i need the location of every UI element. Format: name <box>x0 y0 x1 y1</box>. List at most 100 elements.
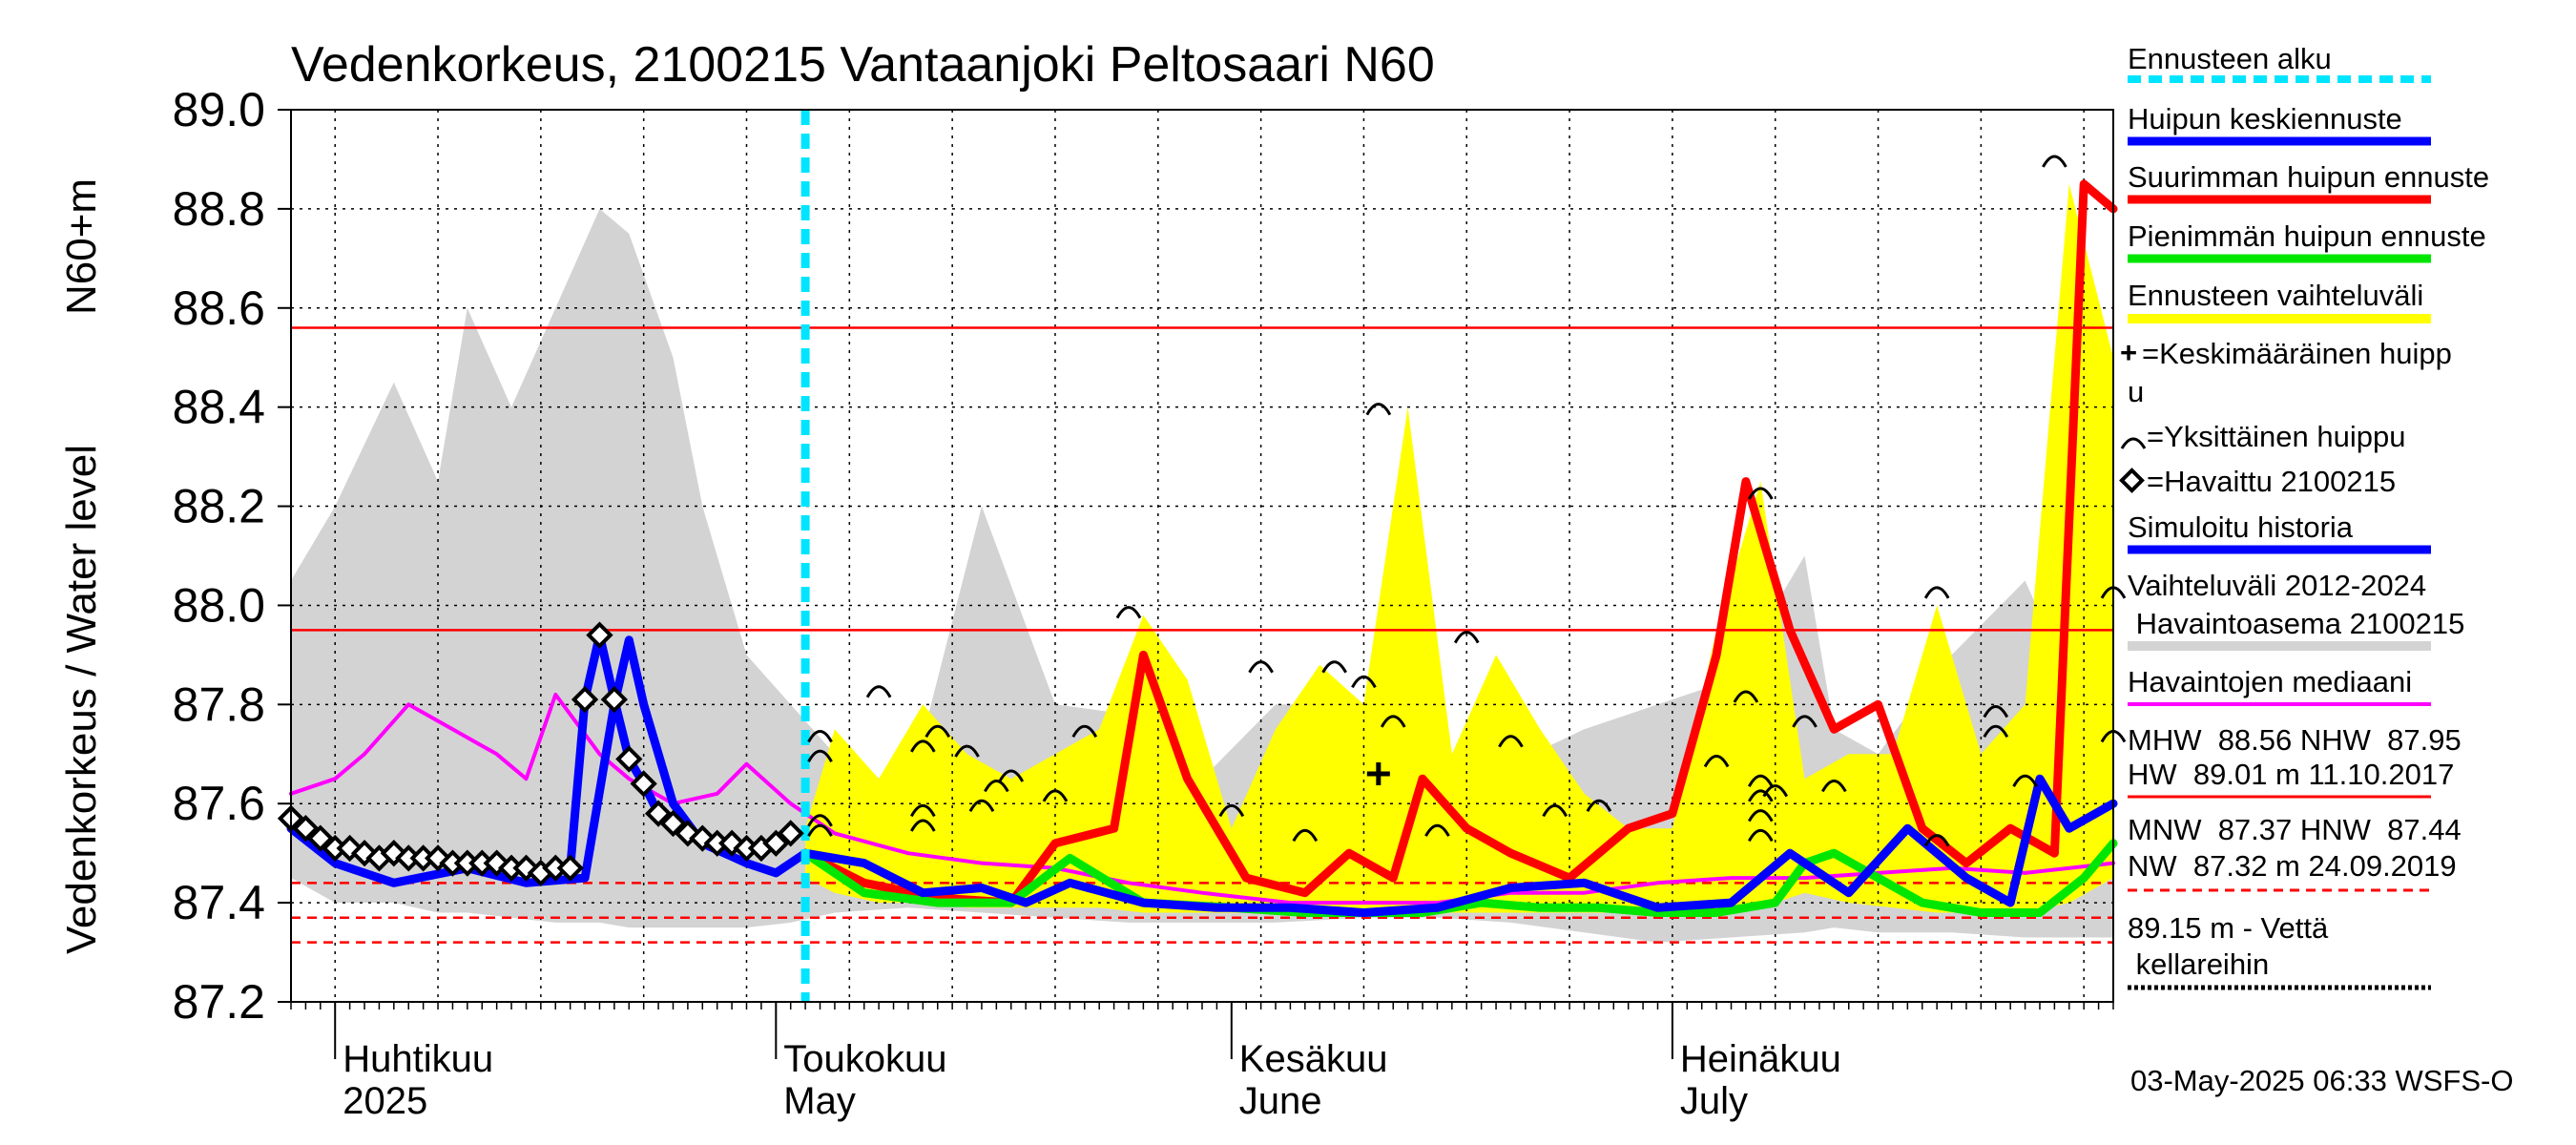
observed-point <box>439 849 467 877</box>
single-peak-marker <box>1351 675 1377 689</box>
y-tick-label: 87.6 <box>173 777 265 830</box>
legend-mean-peak-label: =Keskimääräinen huipp <box>2142 337 2452 370</box>
single-peak-marker <box>910 739 936 753</box>
single-peak-marker <box>968 799 995 812</box>
single-peak-marker <box>1248 660 1274 674</box>
legend: Ennusteen alku Huipun keskiennuste Suuri… <box>2119 42 2489 990</box>
timestamp-footer: 03-May-2025 06:33 WSFS-O <box>2130 1064 2513 1097</box>
x-month-label-en: June <box>1239 1080 1322 1122</box>
single-peak-marker <box>1821 779 1847 793</box>
legend-stats-mnw: MNW 87.37 HNW 87.44 <box>2128 813 2462 846</box>
legend-peak-mean-label: Huipun keskiennuste <box>2128 102 2402 135</box>
chart-title: Vedenkorkeus, 2100215 Vantaanjoki Peltos… <box>291 37 1435 93</box>
y-tick-label: 88.4 <box>173 381 265 434</box>
x-month-label-en: 2025 <box>343 1080 427 1122</box>
y-tick-label: 88.8 <box>173 182 265 236</box>
single-peak-marker <box>807 823 833 837</box>
x-month-label-fi: Toukokuu <box>783 1038 946 1080</box>
single-peak-marker <box>807 749 833 763</box>
y-axis-label: Vedenkorkeus / Water level <box>58 445 105 954</box>
legend-mean-peak-icon: + <box>2120 336 2137 369</box>
legend-observed-icon <box>2119 468 2145 493</box>
historical-range-band <box>291 208 2113 943</box>
single-peak-marker <box>1923 586 1950 599</box>
legend-forecast-start-label: Ennusteen alku <box>2128 42 2332 75</box>
single-peak-marker <box>954 744 980 758</box>
single-peak-marker <box>1762 784 1789 798</box>
single-peak-marker <box>1792 715 1818 728</box>
y-axis-ticks: 87.2 87.4 87.6 87.8 88.0 88.2 88.4 88.6 88.8 89.0 <box>173 83 291 1029</box>
y-tick-label: 89.0 <box>173 83 265 136</box>
observed-point <box>542 854 570 882</box>
x-month-label-fi: Heinäkuu <box>1680 1038 1841 1080</box>
mean-peak-marker <box>1366 762 1390 786</box>
single-peak-marker <box>1365 403 1392 416</box>
legend-stats-nw: NW 87.32 m 24.09.2019 <box>2128 849 2457 883</box>
legend-cellar-label: 89.15 m - Vettä <box>2128 911 2329 945</box>
series-line-median <box>289 692 2115 906</box>
single-peak-marker <box>1748 487 1774 500</box>
single-peak-marker <box>1115 606 1142 619</box>
single-peak-marker <box>984 779 1009 793</box>
y-tick-label: 88.2 <box>173 480 265 533</box>
single-peak-marker <box>1380 715 1406 728</box>
y-tick-label: 87.2 <box>173 975 265 1029</box>
observed-point <box>762 829 790 857</box>
x-month-label-en: July <box>1680 1080 1748 1122</box>
observed-point <box>322 834 349 863</box>
observed-point <box>600 685 628 714</box>
y-tick-label: 87.8 <box>173 677 265 731</box>
single-peak-marker <box>2042 155 2067 168</box>
single-peak-marker <box>924 724 951 739</box>
x-month-label-en: May <box>783 1080 856 1122</box>
legend-stats-mhw: MHW 88.56 NHW 87.95 <box>2128 723 2462 757</box>
x-month-label-fi: Huhtikuu <box>343 1038 493 1080</box>
single-peak-marker <box>1748 774 1774 788</box>
series-line-peak-max <box>800 179 2118 907</box>
legend-cellar-label-cont: kellareihin <box>2128 947 2269 981</box>
single-peak-marker <box>1748 828 1774 843</box>
single-peak-marker <box>1748 789 1774 802</box>
y-tick-label: 87.4 <box>173 876 265 929</box>
observed-point <box>468 849 496 877</box>
legend-range-label: Ennusteen vaihteluväli <box>2128 279 2423 312</box>
observed-point <box>497 854 526 882</box>
markers-layer <box>277 155 2127 887</box>
single-peak-marker <box>1983 724 2009 739</box>
observed-point <box>453 849 482 877</box>
legend-observed-label: =Havaittu 2100215 <box>2147 465 2396 498</box>
observed-point <box>556 854 584 882</box>
observed-point <box>733 834 760 863</box>
observed-point <box>777 820 804 847</box>
legend-stats-hw: HW 89.01 m 11.10.2017 <box>2128 758 2454 791</box>
single-peak-marker <box>1071 724 1098 739</box>
observed-point <box>659 809 687 838</box>
legend-hist-range-label: Vaihteluväli 2012-2024 <box>2128 569 2426 602</box>
single-peak-marker <box>2012 774 2038 788</box>
observed-point <box>306 824 334 852</box>
observed-point <box>571 685 599 714</box>
single-peak-marker <box>1218 803 1245 818</box>
single-peak-marker <box>1321 660 1347 674</box>
observed-point <box>703 829 731 857</box>
single-peak-marker <box>1923 834 1950 847</box>
series-line-peak-min <box>800 839 2118 917</box>
y-axis-unit-label: N60+m <box>58 178 105 315</box>
single-peak-marker <box>1453 631 1480 644</box>
single-peak-marker <box>910 819 936 832</box>
legend-median-label: Havaintojen mediaani <box>2128 665 2412 698</box>
y-tick-label: 88.6 <box>173 281 265 335</box>
single-peak-marker <box>1542 803 1568 818</box>
x-month-label-fi: Kesäkuu <box>1239 1038 1388 1080</box>
y-tick-label: 88.0 <box>173 578 265 632</box>
single-peak-marker <box>1292 828 1319 843</box>
legend-peak-max-label: Suurimman huipun ennuste <box>2128 160 2489 194</box>
single-peak-marker <box>998 769 1025 782</box>
single-peak-marker <box>1498 735 1524 748</box>
plot-area <box>277 109 2127 1003</box>
legend-peak-min-label: Pienimmän huipun ennuste <box>2128 219 2486 253</box>
single-peak-marker <box>910 803 936 818</box>
single-peak-marker <box>807 730 833 743</box>
